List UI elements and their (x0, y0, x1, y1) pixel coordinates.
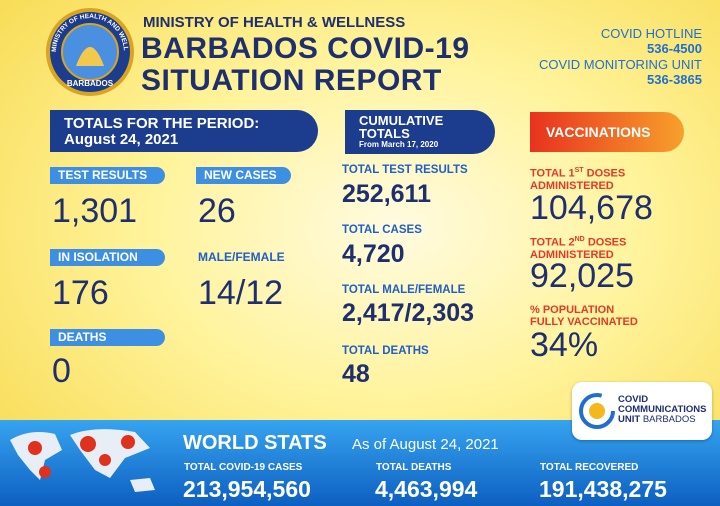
world-label: TOTAL RECOVERED (540, 462, 639, 473)
world-label: TOTAL COVID-19 CASES (184, 462, 303, 473)
block: TOTAL 2ND DOSES ADMINISTERED (530, 234, 626, 261)
block (579, 393, 615, 429)
section-heading: CUMULATIVE TOTALS From March 17, 2020 (345, 110, 495, 154)
period-value: 0 (52, 352, 71, 390)
block: COVID COMMUNICATIONS UNIT BARBADOS (618, 395, 706, 425)
badge-line1: COVID (618, 394, 649, 405)
period-label: TEST RESULTS (50, 167, 165, 184)
vaccinations-label-line2: ADMINISTERED (530, 248, 614, 261)
vaccinations-label-line2: ADMINISTERED (530, 179, 614, 192)
header-monitoring-label: COVID MONITORING UNIT (539, 57, 702, 72)
block (70, 429, 150, 478)
period-label: MALE/FEMALE (198, 250, 285, 264)
header-hotline-label: COVID HOTLINE (600, 26, 702, 41)
cumulative-since: From March 17, 2020 (359, 140, 439, 149)
period-date: August 24, 2021 (64, 131, 179, 148)
period-label: NEW CASES (196, 167, 291, 184)
block (121, 435, 135, 449)
block: % POPULATION FULLY VACCINATED (530, 304, 638, 328)
world-map (10, 429, 155, 492)
badge-line3a: UNIT (618, 414, 641, 425)
badge-icon (579, 393, 615, 429)
cumulative-label: TOTAL CASES (342, 224, 422, 236)
world-value: 191,438,275 (539, 476, 667, 502)
header-ministry: MINISTRY OF HEALTH & WELLNESS (143, 14, 406, 31)
cumulative-label: TOTAL TEST RESULTS (342, 164, 468, 176)
cumulative-value: 2,417/2,303 (342, 299, 475, 327)
world-date: As of August 24, 2021 (352, 436, 499, 453)
period-value: 176 (52, 274, 109, 312)
cumulative-value: 4,720 (342, 240, 405, 268)
vaccinations-label-pre: TOTAL 2 (530, 236, 575, 249)
period-label: DEATHS (50, 329, 165, 346)
block (130, 478, 155, 492)
block (39, 466, 51, 478)
vaccinations-label-pre: TOTAL 1 (530, 167, 575, 180)
cumulative-value: 48 (342, 360, 370, 388)
badge-line2: COMMUNICATIONS (618, 404, 707, 415)
block (589, 403, 605, 419)
cumulative-value: 252,611 (342, 180, 431, 208)
period-value: 14/12 (198, 274, 284, 312)
block (10, 432, 62, 480)
cumulative-heading-line1: CUMULATIVE (359, 113, 444, 128)
world-heading: WORLD STATS (183, 432, 327, 454)
vaccinations-label-sup: ND (574, 236, 585, 243)
period-heading: TOTALS FOR THE PERIOD: (64, 115, 260, 132)
vaccinations-heading: VACCINATIONS (530, 112, 684, 152)
logo-bottom-text: BARBADOS (67, 79, 114, 88)
cumulative-label: TOTAL MALE/FEMALE (342, 284, 466, 296)
block (76, 47, 104, 66)
period-value: 1,301 (52, 192, 138, 230)
block: COVID HOTLINE 536-4500 COVID MONITORING … (539, 26, 702, 87)
block: TOTAL 1ST DOSES ADMINISTERED (530, 165, 625, 192)
header-title-line2: SITUATION REPORT (141, 64, 442, 97)
header-hotline-number: 536-4500 (647, 41, 702, 56)
world-label: TOTAL DEATHS (376, 462, 452, 473)
vaccinations-label-post: DOSES (586, 167, 626, 180)
cumulative-heading-line2: TOTALS (359, 126, 410, 141)
world-value: 213,954,560 (183, 476, 311, 502)
vaccinations-value: 92,025 (530, 257, 634, 295)
block (80, 436, 96, 452)
vaccinations-label-sup: ST (574, 167, 584, 174)
badge-line3b: BARBADOS (642, 414, 696, 425)
vaccinations-value: 34% (530, 326, 599, 364)
world-value: 4,463,994 (375, 476, 478, 502)
section-heading: TOTALS FOR THE PERIOD: August 24, 2021 (50, 110, 318, 152)
block (28, 441, 42, 455)
period-label: IN ISOLATION (50, 249, 165, 266)
block (99, 454, 111, 466)
header-title-line1: BARBADOS COVID-19 (141, 32, 470, 65)
period-value: 26 (198, 192, 236, 230)
cumulative-label: TOTAL DEATHS (342, 345, 429, 357)
vaccinations-label-post: DOSES (587, 236, 627, 249)
ministry-logo: MINISTRY OF HEALTH AND WELLNESS BARBADOS (40, 8, 134, 96)
vaccinations-value: 104,678 (530, 189, 653, 227)
header-monitoring-number: 536-3865 (647, 72, 702, 87)
badge: COVID COMMUNICATIONS UNIT BARBADOS (572, 382, 712, 440)
block: UNIT BARBADOS (618, 415, 706, 425)
vaccinations-label-pre: % POPULATION (530, 304, 615, 316)
vaccinations-label-line2: FULLY VACCINATED (530, 316, 638, 328)
